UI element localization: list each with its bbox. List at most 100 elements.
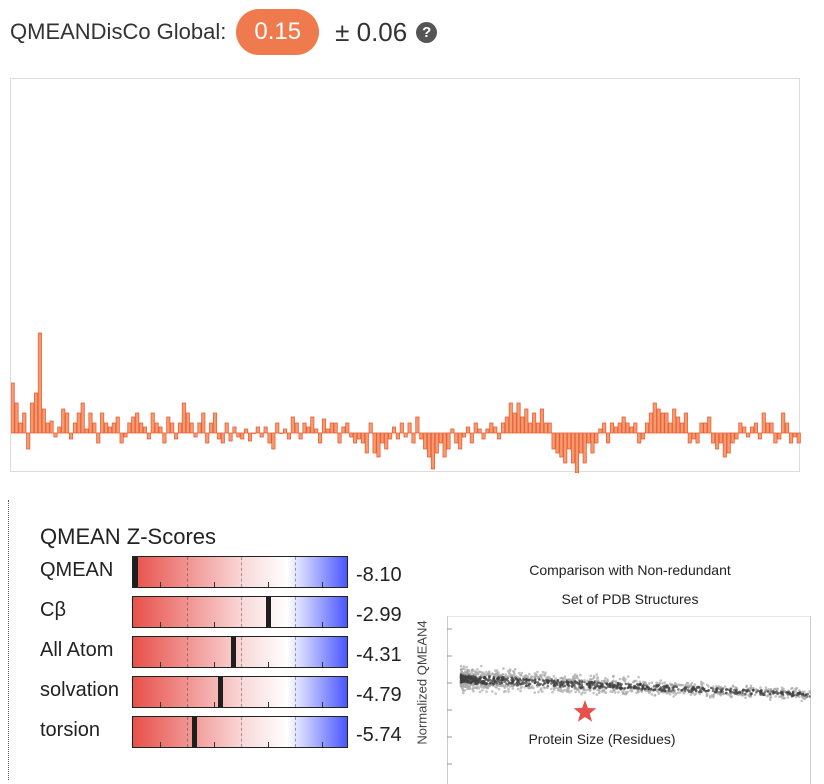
local-bar: [96, 432, 101, 444]
scatter-point: [680, 683, 683, 687]
local-bar: [255, 426, 260, 434]
scatter-point: [566, 678, 570, 681]
scatter-point: [574, 690, 577, 694]
scatter-point: [564, 677, 567, 681]
local-bar: [318, 432, 323, 444]
scatter-point: [552, 688, 556, 691]
scatter-point: [528, 682, 532, 686]
scatter-point: [630, 688, 633, 692]
scatter-point: [800, 699, 803, 703]
scatter-point: [752, 688, 755, 692]
local-bar: [209, 422, 214, 434]
scatter-point: [512, 670, 516, 674]
local-bar: [730, 432, 735, 444]
scatter-point: [493, 669, 497, 672]
scatter-point: [475, 681, 478, 685]
local-bar: [267, 432, 272, 444]
scatter-point: [715, 684, 718, 688]
scatter-point: [715, 690, 718, 694]
scatter-point: [764, 686, 768, 689]
scatter-point: [484, 682, 487, 686]
scatter-point: [668, 686, 671, 690]
local-bar: [777, 432, 782, 440]
scatter-point: [804, 693, 808, 696]
local-bar: [434, 432, 439, 454]
zscore-label: All Atom: [40, 639, 114, 661]
local-bar: [757, 432, 762, 440]
local-bar: [574, 432, 579, 473]
scatter-point: [573, 678, 576, 681]
local-bar: [212, 412, 218, 434]
zscore-tick: [322, 622, 323, 627]
zscore-row: torsion -5.74: [40, 716, 420, 750]
scatter-point: [622, 679, 626, 682]
scatter-point: [595, 693, 599, 696]
scatter-point: [536, 685, 539, 688]
scatter-point: [536, 675, 540, 679]
scatter-point: [503, 680, 506, 683]
zscore-tick: [160, 582, 161, 587]
scatter-point: [644, 687, 647, 691]
local-bar: [765, 422, 770, 434]
scatter-point: [537, 682, 540, 686]
scatter-point: [608, 682, 612, 686]
local-bar: [578, 432, 583, 454]
scatter-point: [539, 687, 543, 690]
scatter-point: [794, 687, 797, 690]
local-bar: [785, 422, 790, 434]
scatter-point: [551, 690, 554, 694]
scatter-point: [808, 695, 811, 698]
local-bar: [699, 422, 704, 434]
scatter-point: [517, 671, 521, 675]
scatter-point: [653, 694, 656, 697]
local-bar: [462, 432, 467, 438]
scatter-point: [504, 689, 507, 693]
zscore-tick: [160, 662, 161, 667]
scatter-point: [626, 690, 629, 694]
zscore-label: torsion: [40, 719, 101, 741]
scatter-point: [570, 680, 574, 684]
local-bar: [419, 432, 424, 440]
scatter-point: [691, 691, 695, 695]
zscore-tick: [214, 582, 215, 587]
local-bar: [119, 432, 124, 444]
local-bar: [602, 422, 607, 434]
local-bar: [131, 416, 136, 434]
local-bar: [177, 422, 183, 434]
local-bar: [516, 402, 521, 434]
local-bar: [617, 422, 622, 434]
scatter-point: [659, 679, 663, 682]
zscore-tick: [295, 677, 296, 707]
zscore-tick: [322, 742, 323, 747]
scatter-point: [495, 669, 499, 672]
scatter-point: [612, 679, 615, 682]
global-score-badge: 0.15: [236, 9, 320, 55]
scatter-point: [647, 691, 651, 694]
local-bar: [672, 408, 677, 434]
scatter-point: [744, 696, 747, 699]
scatter-point: [633, 684, 637, 688]
local-bar: [726, 432, 731, 454]
scatter-point: [561, 677, 565, 680]
local-bar: [146, 432, 151, 440]
scatter-point: [741, 694, 744, 697]
question-circle-icon[interactable]: ?: [416, 21, 438, 43]
scatter-point: [494, 692, 497, 695]
scatter-point: [507, 690, 510, 693]
scatter-point: [507, 687, 510, 691]
zscore-tick: [241, 597, 242, 627]
zscore-tick: [214, 742, 215, 747]
local-bar: [500, 422, 506, 434]
local-bar: [469, 432, 474, 444]
scatter-point: [506, 679, 510, 683]
local-bar: [57, 426, 62, 434]
local-bar: [174, 432, 179, 440]
scatter-point: [637, 686, 640, 689]
zscore-marker: [192, 717, 198, 747]
local-bar: [532, 412, 537, 434]
local-bar: [473, 422, 478, 434]
scatter-point: [684, 686, 688, 689]
local-bar: [353, 432, 358, 444]
scatter-point: [767, 688, 770, 691]
scatter-point: [620, 686, 623, 690]
